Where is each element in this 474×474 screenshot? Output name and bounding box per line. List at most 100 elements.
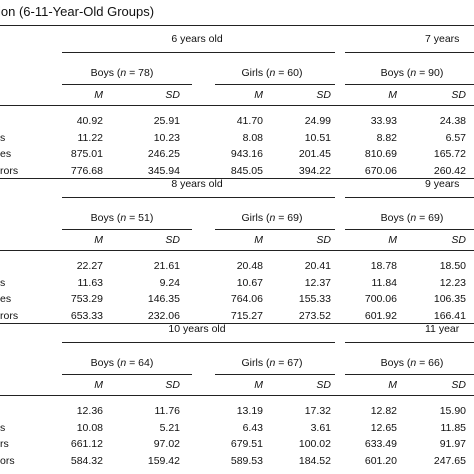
table-cell: 10.23 <box>153 131 180 144</box>
row-label: s <box>0 131 6 144</box>
group-label: Boys <box>380 212 404 224</box>
table-cell: 20.41 <box>304 260 331 272</box>
table-cell: 21.61 <box>153 260 180 272</box>
table-cell: 260.42 <box>433 164 466 177</box>
table-cell: 166.41 <box>433 309 466 322</box>
table-cell: 25.91 <box>153 115 180 127</box>
group-rule <box>62 84 192 85</box>
sd-header: SD <box>451 89 466 101</box>
group-n: (n = 51) <box>116 212 154 224</box>
table-cell: 247.65 <box>433 454 466 467</box>
table-cell: 10.51 <box>304 131 331 144</box>
age-header-right: 11 year <box>425 323 460 335</box>
table-cell: 33.93 <box>370 115 397 127</box>
table-cell: 11.76 <box>154 405 181 417</box>
age-header: 6 years old <box>171 33 223 45</box>
table-cell: 584.32 <box>70 454 103 467</box>
table-cell: 5.21 <box>159 421 180 434</box>
table-cell: 100.02 <box>298 438 331 450</box>
table-cell: 875.01 <box>70 148 103 160</box>
block-rule <box>0 323 474 324</box>
table-cell: 11.85 <box>440 421 467 434</box>
group-header: Boys (n = 78) <box>62 67 182 79</box>
table-cell: 18.78 <box>370 260 397 272</box>
table-cell: 8.82 <box>376 131 397 144</box>
table-cell: 12.65 <box>370 421 397 434</box>
mean-header: M <box>388 379 397 391</box>
table-cell: 10.08 <box>76 421 103 434</box>
table-cell: 22.27 <box>76 260 103 272</box>
age-header-right: 9 years <box>425 178 460 190</box>
table-cell: 633.49 <box>364 438 397 450</box>
sd-header: SD <box>316 379 331 391</box>
table-cell: 753.29 <box>70 293 103 305</box>
table-cell: 810.69 <box>364 148 397 160</box>
age-header-right: 7 years <box>425 33 460 45</box>
group-label: Boys <box>380 357 404 369</box>
table-cell: 201.45 <box>298 148 331 160</box>
table-cell: 6.57 <box>445 131 466 144</box>
table-cell: 13.19 <box>236 405 263 417</box>
table-cell: 845.05 <box>230 164 263 177</box>
group-header: Boys (n = 66) <box>352 357 472 369</box>
table-cell: 601.20 <box>364 454 397 467</box>
mean-header: M <box>388 89 397 101</box>
group-label: Girls <box>241 67 264 79</box>
group-label: Boys <box>90 357 114 369</box>
mean-header: M <box>94 234 103 246</box>
row-label: s <box>0 276 6 289</box>
table-cell: 764.06 <box>230 293 263 305</box>
table-cell: 246.25 <box>147 148 180 160</box>
mean-header: M <box>254 89 263 101</box>
group-header: Boys (n = 51) <box>62 212 182 224</box>
table-cell: 661.12 <box>70 438 103 450</box>
row-label: es <box>0 148 12 160</box>
sd-header: SD <box>451 379 466 391</box>
table-cell: 40.92 <box>76 115 103 127</box>
group-header: Girls (n = 60) <box>212 67 332 79</box>
group-n: (n = 69) <box>266 212 303 224</box>
table-cell: 776.68 <box>70 164 103 177</box>
sd-header: SD <box>165 234 180 246</box>
row-label: ors <box>0 454 15 467</box>
group-n: (n = 66) <box>406 357 444 369</box>
table-cell: 6.43 <box>242 421 263 434</box>
table-cell: 12.37 <box>304 276 331 289</box>
table-title: ion (6-11-Year-Old Groups) <box>0 4 155 19</box>
table-cell: 232.06 <box>147 309 180 322</box>
group-header: Boys (n = 69) <box>352 212 472 224</box>
table-cell: 146.35 <box>147 293 180 305</box>
group-n: (n = 67) <box>266 357 303 369</box>
table-cell: 97.02 <box>153 438 180 450</box>
table-cell: 10.67 <box>236 276 263 289</box>
group-header: Boys (n = 64) <box>62 357 182 369</box>
group-label: Girls <box>241 212 264 224</box>
table-cell: 91.97 <box>439 438 466 450</box>
sd-header: SD <box>316 89 331 101</box>
row-label: s <box>0 421 6 434</box>
group-n: (n = 64) <box>116 357 154 369</box>
table-cell: 943.16 <box>230 148 263 160</box>
sd-header: SD <box>451 234 466 246</box>
table-cell: 3.61 <box>310 421 331 434</box>
mean-header: M <box>254 379 263 391</box>
row-label: es <box>0 293 12 305</box>
row-label: rors <box>0 309 19 322</box>
group-rule <box>62 374 192 375</box>
group-rule <box>345 229 474 230</box>
table-cell: 9.24 <box>159 276 180 289</box>
group-rule <box>215 229 335 230</box>
table-cell: 8.08 <box>242 131 263 144</box>
table-cell: 17.32 <box>304 405 331 417</box>
group-label: Girls <box>241 357 264 369</box>
table-cell: 12.82 <box>370 405 397 417</box>
group-header: Girls (n = 69) <box>212 212 332 224</box>
table-cell: 670.06 <box>364 164 397 177</box>
mean-header: M <box>388 234 397 246</box>
group-label: Boys <box>90 67 114 79</box>
age-header: 8 years old <box>171 178 223 190</box>
mean-header: M <box>94 379 103 391</box>
table-cell: 165.72 <box>433 148 466 160</box>
table-cell: 601.92 <box>364 309 397 322</box>
table-cell: 106.35 <box>433 293 466 305</box>
